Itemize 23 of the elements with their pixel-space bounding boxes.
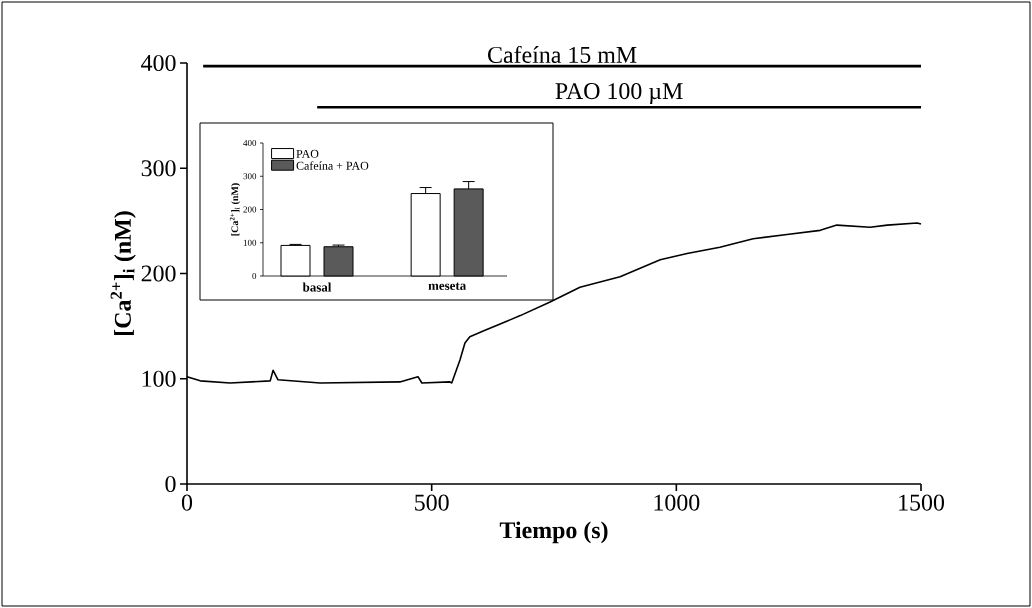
x-tick-label: 0 <box>181 494 193 511</box>
y-tick-label: 200 <box>243 206 257 213</box>
y-tick-label: 0 <box>165 475 176 493</box>
y-tick-label: 400 <box>243 139 257 147</box>
legend-label: Cafeína + PAO <box>296 161 369 170</box>
y-tick-label: 200 <box>141 265 176 282</box>
y-axis-title: [Ca$^{2+}$]$_{i}$ (nM) <box>110 211 136 335</box>
x-tick-label: basal <box>302 282 332 292</box>
x-tick-label: 1500 <box>899 494 945 511</box>
series-label: PAO 100 µM <box>555 83 683 105</box>
y-tick-label: 300 <box>141 160 176 177</box>
y-tick-label: 100 <box>243 239 257 246</box>
x-tick-label: 1000 <box>654 494 700 511</box>
y-tick-label: 0 <box>252 272 257 280</box>
legend-label: PAO <box>296 149 319 158</box>
x-tick-label: 500 <box>415 494 449 511</box>
x-axis-title: Tiempo (s) <box>499 521 608 544</box>
y-tick-label: 400 <box>141 54 176 72</box>
y-tick-label: 300 <box>243 173 257 180</box>
y-axis-title: [Ca$^{2+}$]$_{i}$ (nM) <box>229 183 241 236</box>
x-tick-label: meseta <box>428 282 467 290</box>
series-label: Cafeína 15 mM <box>488 45 637 63</box>
y-tick-label: 100 <box>142 370 176 387</box>
